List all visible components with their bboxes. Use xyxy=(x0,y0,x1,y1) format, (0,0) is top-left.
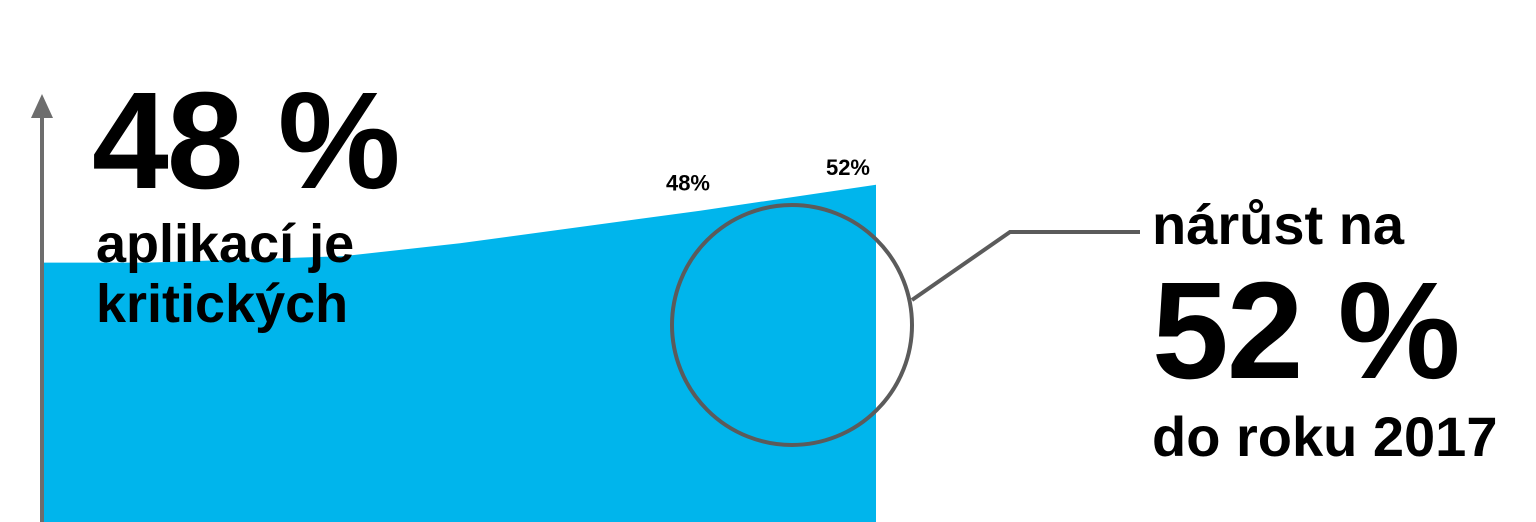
point-labels: 48% 52% xyxy=(666,155,870,196)
highlight-group xyxy=(670,203,1140,447)
highlight-circle xyxy=(670,203,914,447)
y-axis xyxy=(31,94,53,522)
right-percentage-value: 52 % xyxy=(1152,254,1461,408)
area-series xyxy=(42,184,876,522)
right-suffix: do roku 2017 xyxy=(1152,405,1498,468)
left-percentage-value: 48 % xyxy=(92,64,401,218)
callout-leader-line xyxy=(910,230,1140,302)
area-fill xyxy=(42,184,876,522)
point-label-5: 52% xyxy=(826,155,870,180)
y-axis-arrow-icon xyxy=(31,94,53,118)
right-prefix: nárůst na xyxy=(1152,193,1405,256)
point-label-4: 48% xyxy=(666,171,710,196)
left-caption: aplikací je kritických xyxy=(96,214,355,335)
